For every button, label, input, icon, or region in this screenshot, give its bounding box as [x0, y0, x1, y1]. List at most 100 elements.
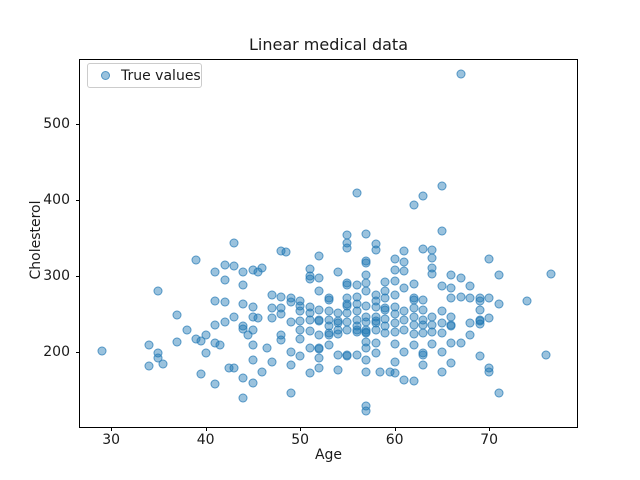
scatter-point: [333, 350, 343, 360]
scatter-point: [276, 335, 286, 345]
scatter-point: [418, 328, 428, 338]
scatter-point: [456, 338, 466, 348]
scatter-point: [427, 339, 437, 349]
scatter-point: [437, 367, 447, 377]
y-tick-mark: [76, 352, 80, 354]
scatter-point: [361, 258, 371, 268]
scatter-point: [253, 313, 263, 323]
scatter-point: [342, 243, 352, 253]
scatter-point: [418, 305, 428, 315]
scatter-point: [375, 367, 385, 377]
scatter-point: [437, 347, 447, 357]
scatter-point: [446, 293, 456, 303]
scatter-point: [475, 351, 485, 361]
scatter-point: [361, 301, 371, 311]
scatter-point: [484, 367, 494, 377]
scatter-point: [281, 247, 291, 257]
x-axis-label: Age: [314, 447, 343, 463]
scatter-point: [484, 254, 494, 264]
scatter-point: [380, 305, 390, 315]
scatter-point: [390, 327, 400, 337]
scatter-point: [409, 279, 419, 289]
scatter-point: [352, 306, 362, 315]
scatter-point: [399, 325, 409, 335]
scatter-point: [352, 188, 362, 198]
scatter-point: [314, 353, 324, 363]
scatter-point: [314, 286, 324, 296]
scatter-point: [210, 379, 220, 389]
scatter-point: [305, 274, 315, 284]
scatter-point: [409, 200, 419, 210]
scatter-point: [243, 330, 253, 340]
scatter-point: [238, 393, 248, 403]
scatter-point: [390, 265, 400, 275]
scatter-point: [324, 330, 333, 340]
scatter-point: [380, 328, 390, 338]
scatter-point: [196, 336, 206, 346]
scatter-point: [437, 306, 447, 316]
scatter-point: [446, 321, 456, 331]
scatter-point: [248, 325, 258, 335]
scatter-point: [314, 363, 324, 373]
scatter-point: [465, 318, 475, 328]
scatter-point: [465, 293, 475, 303]
scatter-point: [409, 329, 419, 339]
scatter-point: [361, 355, 371, 365]
scatter-point: [446, 358, 456, 368]
scatter-point: [494, 388, 504, 398]
x-tick-mark: [300, 427, 302, 431]
scatter-point: [276, 309, 286, 319]
scatter-point: [371, 338, 381, 348]
scatter-point: [399, 257, 409, 267]
legend: True values: [87, 63, 202, 88]
scatter-point: [399, 306, 409, 316]
chart-title: Linear medical data: [248, 35, 408, 54]
y-tick-mark: [76, 276, 80, 278]
y-tick-label: 500: [43, 115, 70, 132]
scatter-point: [342, 308, 352, 318]
scatter-point: [305, 326, 315, 336]
scatter-point: [437, 226, 447, 236]
scatter-point: [437, 181, 447, 191]
scatter-point: [144, 361, 154, 371]
scatter-point: [437, 318, 447, 328]
scatter-point: [257, 263, 267, 273]
plot-area: [79, 59, 578, 428]
scatter-point: [182, 325, 192, 335]
scatter-point: [201, 348, 211, 358]
scatter-point: [541, 350, 551, 360]
scatter-point: [371, 325, 381, 335]
scatter-point: [390, 276, 400, 286]
scatter-point: [427, 269, 437, 279]
x-tick-mark: [205, 427, 207, 431]
scatter-point: [305, 315, 315, 325]
scatter-point: [220, 297, 230, 307]
scatter-point: [215, 340, 225, 350]
scatter-point: [248, 302, 258, 312]
scatter-point: [238, 373, 248, 383]
scatter-point: [475, 305, 485, 315]
scatter-point: [352, 327, 362, 337]
y-tick-mark: [76, 123, 80, 125]
scatter-point: [390, 357, 400, 367]
scatter-point: [456, 273, 466, 283]
scatter-point: [314, 305, 324, 315]
x-tick-label: 70: [480, 432, 499, 448]
scatter-point: [191, 255, 201, 265]
scatter-point: [390, 339, 400, 349]
scatter-point: [324, 340, 333, 350]
scatter-point: [342, 325, 352, 335]
scatter-point: [210, 320, 220, 330]
scatter-point: [196, 369, 206, 379]
scatter-point: [390, 309, 400, 319]
scatter-point: [210, 267, 220, 277]
scatter-point: [352, 280, 362, 290]
scatter-point: [267, 303, 277, 313]
scatter-point: [456, 69, 466, 79]
scatter-point: [399, 266, 409, 276]
scatter-point: [305, 343, 315, 353]
scatter-point: [257, 367, 267, 377]
scatter-point: [352, 350, 362, 360]
scatter-point: [97, 346, 107, 356]
